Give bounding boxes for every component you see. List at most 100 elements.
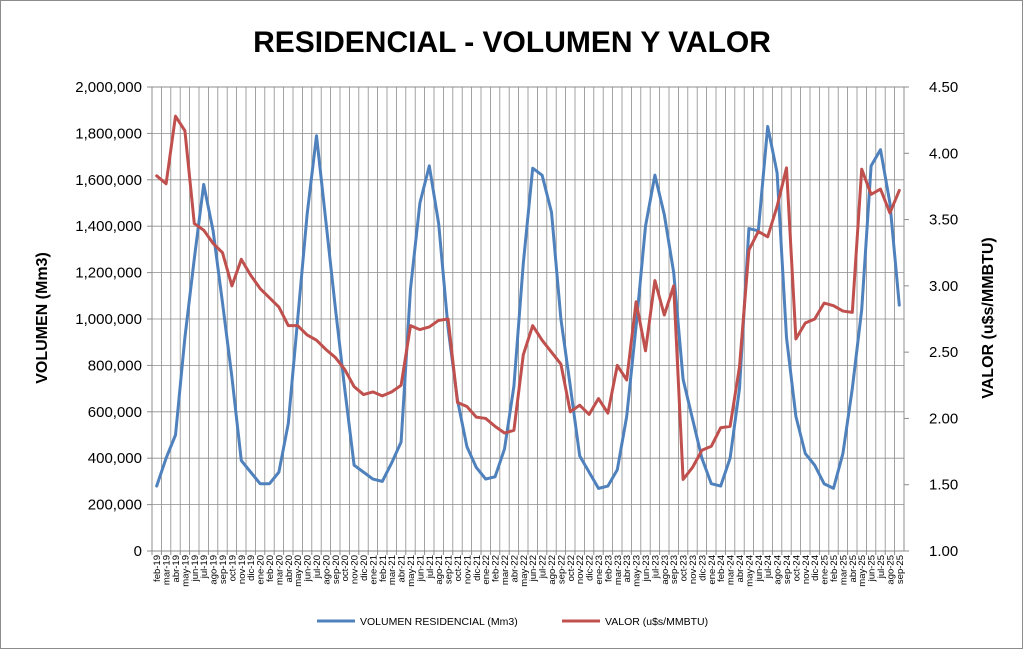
x-tick-label: jun-25 bbox=[867, 555, 878, 582]
x-tick-label: sep-19 bbox=[218, 555, 229, 584]
x-tick-label: oct-23 bbox=[679, 555, 690, 581]
x-tick-label: feb-22 bbox=[491, 555, 502, 582]
y-tick-label: 800,000 bbox=[88, 357, 142, 374]
x-tick-label: ene-24 bbox=[707, 555, 718, 585]
x-tick-label: ene-25 bbox=[820, 555, 831, 585]
x-tick-label: mar-23 bbox=[613, 555, 624, 585]
x-tick-label: may-25 bbox=[857, 555, 868, 587]
x-tick-label: ago-22 bbox=[547, 555, 558, 585]
y-axis-left-label: VOLUMEN (Mm3) bbox=[34, 252, 51, 384]
x-tick-label: jul-24 bbox=[763, 555, 774, 579]
x-tick-label: ene-23 bbox=[594, 555, 605, 585]
x-tick-label: ago-25 bbox=[885, 555, 896, 585]
x-tick-label: jun-20 bbox=[303, 555, 314, 582]
x-tick-label: feb-23 bbox=[603, 555, 614, 582]
y2-tick-label: 3.50 bbox=[929, 212, 958, 229]
x-tick-label: jul-22 bbox=[538, 555, 549, 579]
x-tick-label: feb-24 bbox=[716, 555, 727, 582]
x-tick-label: sep-20 bbox=[331, 555, 342, 584]
y2-tick-label: 4.50 bbox=[929, 79, 958, 96]
x-tick-label: feb-21 bbox=[378, 555, 389, 582]
grid-lines bbox=[152, 87, 904, 551]
x-tick-label: jun-24 bbox=[754, 555, 765, 582]
x-tick-label: oct-21 bbox=[453, 555, 464, 581]
legend: VOLUMEN RESIDENCIAL (Mm3) VALOR (u$s/MMBT… bbox=[317, 616, 708, 628]
y-axis-right-ticks: 1.00 1.50 2.00 2.50 3.00 3.50 4.00 4.50 bbox=[904, 79, 958, 560]
x-tick-label: sep-21 bbox=[444, 555, 455, 584]
y-tick-label: 2,000,000 bbox=[75, 79, 142, 96]
y-axis-left-ticks: 0 200,000 400,000 600,000 800,000 1,000,000 1,… bbox=[75, 79, 152, 560]
x-tick-label: mar-19 bbox=[162, 555, 173, 585]
x-tick-label: mar-24 bbox=[726, 555, 737, 585]
x-tick-label: dic-21 bbox=[472, 555, 483, 581]
x-tick-label: mar-22 bbox=[500, 555, 511, 585]
x-tick-label: sep-25 bbox=[895, 555, 906, 584]
x-tick-label: may-20 bbox=[293, 555, 304, 587]
x-tick-label: jun-22 bbox=[528, 555, 539, 582]
x-tick-label: nov-20 bbox=[350, 555, 361, 584]
x-tick-label: mar-25 bbox=[838, 555, 849, 585]
x-tick-label: nov-23 bbox=[688, 555, 699, 584]
x-tick-label: abr-22 bbox=[509, 555, 520, 582]
x-tick-label: nov-22 bbox=[575, 555, 586, 584]
x-tick-label: dic-22 bbox=[585, 555, 596, 581]
x-tick-label: dic-20 bbox=[359, 555, 370, 581]
x-tick-label: sep-24 bbox=[782, 555, 793, 584]
x-tick-label: may-23 bbox=[632, 555, 643, 587]
x-tick-label: feb-25 bbox=[829, 555, 840, 582]
x-tick-label: jun-19 bbox=[190, 555, 201, 582]
x-tick-label: abr-21 bbox=[397, 555, 408, 582]
x-tick-label: nov-24 bbox=[801, 555, 812, 584]
x-tick-label: ene-22 bbox=[481, 555, 492, 585]
x-tick-label: abr-25 bbox=[848, 555, 859, 582]
x-tick-label: may-22 bbox=[519, 555, 530, 587]
x-tick-label: nov-19 bbox=[237, 555, 248, 584]
x-tick-label: jul-20 bbox=[312, 555, 323, 579]
x-tick-label: oct-24 bbox=[791, 555, 802, 581]
x-tick-label: jul-21 bbox=[425, 555, 436, 579]
x-tick-label: may-24 bbox=[744, 555, 755, 587]
series-line-valor bbox=[155, 114, 901, 481]
y-tick-label: 1,400,000 bbox=[75, 218, 142, 235]
legend-label-valor: VALOR (u$s/MMBTU) bbox=[605, 616, 708, 628]
x-tick-label: abr-23 bbox=[622, 555, 633, 582]
y-tick-label: 1,200,000 bbox=[75, 265, 142, 282]
x-tick-label: jul-25 bbox=[876, 555, 887, 579]
x-tick-label: jun-23 bbox=[641, 555, 652, 582]
x-tick-label: jul-23 bbox=[650, 555, 661, 579]
x-tick-label: jun-21 bbox=[415, 555, 426, 582]
x-tick-label: dic-24 bbox=[810, 555, 821, 581]
x-tick-label: ago-23 bbox=[660, 555, 671, 585]
x-tick-label: abr-19 bbox=[171, 555, 182, 582]
y2-tick-label: 3.00 bbox=[929, 278, 958, 295]
x-tick-label: oct-20 bbox=[340, 555, 351, 581]
x-tick-label: abr-24 bbox=[735, 555, 746, 582]
x-tick-label: abr-20 bbox=[284, 555, 295, 582]
y2-tick-label: 2.50 bbox=[929, 344, 958, 361]
x-tick-label: sep-22 bbox=[556, 555, 567, 584]
x-tick-label: may-19 bbox=[180, 555, 191, 587]
x-tick-label: nov-21 bbox=[462, 555, 473, 584]
chart-title: RESIDENCIAL - VOLUMEN Y VALOR bbox=[253, 26, 771, 59]
x-tick-label: mar-20 bbox=[274, 555, 285, 585]
x-tick-label: feb-19 bbox=[152, 555, 163, 582]
x-tick-label: dic-19 bbox=[246, 555, 257, 581]
series-lines bbox=[155, 114, 901, 490]
x-tick-label: may-21 bbox=[406, 555, 417, 587]
x-tick-label: ago-20 bbox=[321, 555, 332, 585]
x-tick-label: sep-23 bbox=[669, 555, 680, 584]
y-tick-label: 600,000 bbox=[88, 404, 142, 421]
x-tick-label: feb-20 bbox=[265, 555, 276, 582]
x-tick-label: jul-19 bbox=[199, 555, 210, 579]
x-tick-label: dic-23 bbox=[697, 555, 708, 581]
x-tick-label: ene-21 bbox=[368, 555, 379, 585]
y2-tick-label: 4.00 bbox=[929, 145, 958, 162]
x-tick-label: oct-19 bbox=[227, 555, 238, 581]
y-tick-label: 200,000 bbox=[88, 497, 142, 514]
y-tick-label: 1,000,000 bbox=[75, 311, 142, 328]
y-tick-label: 400,000 bbox=[88, 450, 142, 467]
x-tick-label: ago-24 bbox=[773, 555, 784, 585]
